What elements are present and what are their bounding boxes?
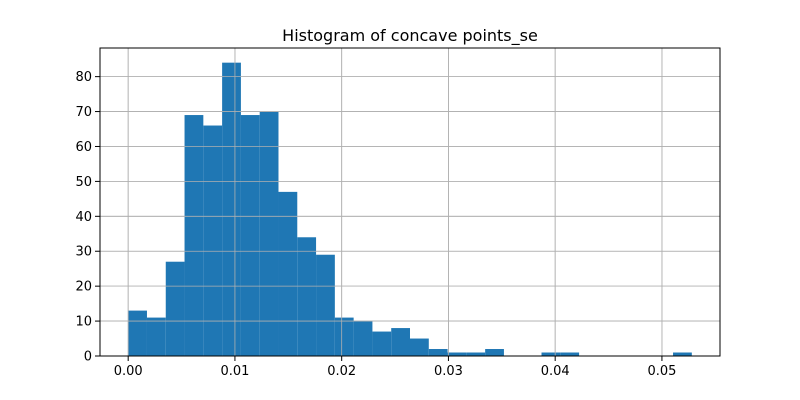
histogram-bar bbox=[165, 261, 185, 356]
x-tick-label: 0.04 bbox=[541, 364, 570, 379]
y-tick-label: 10 bbox=[75, 315, 92, 330]
histogram-bar bbox=[410, 338, 429, 356]
histogram-bar bbox=[222, 62, 241, 357]
histogram-bar bbox=[447, 352, 467, 356]
x-tick-label: 0.01 bbox=[220, 364, 249, 379]
histogram-bar bbox=[353, 321, 373, 356]
histogram-bars bbox=[100, 48, 720, 357]
axes-frame bbox=[99, 47, 721, 357]
x-tick-label: 0.00 bbox=[114, 364, 143, 379]
x-tick-label: 0.02 bbox=[327, 364, 356, 379]
y-tick-label: 50 bbox=[75, 175, 92, 190]
histogram-bar bbox=[485, 349, 504, 356]
y-tick-label: 30 bbox=[75, 245, 92, 260]
histogram-bar bbox=[466, 352, 486, 356]
histogram-bar bbox=[146, 317, 166, 356]
y-tick-label: 70 bbox=[75, 105, 92, 120]
histogram-bar bbox=[334, 317, 354, 356]
x-tick-label: 0.03 bbox=[434, 364, 463, 379]
histogram-bar bbox=[203, 125, 223, 357]
x-axis-ticks: 0.00 0.01 0.02 0.03 0.04 0.05 bbox=[114, 356, 676, 379]
y-tick-label: 80 bbox=[75, 70, 92, 85]
chart-title: Histogram of concave points_se bbox=[282, 26, 538, 46]
histogram-bar bbox=[541, 352, 561, 356]
y-axis-ticks: 0 10 20 30 40 50 60 70 80 bbox=[75, 70, 100, 365]
y-tick-label: 60 bbox=[75, 140, 92, 155]
histogram-bar bbox=[391, 328, 410, 356]
histogram-bar bbox=[278, 191, 298, 356]
y-tick-label: 0 bbox=[84, 350, 92, 365]
histogram-bar bbox=[259, 111, 279, 356]
x-tick-label: 0.05 bbox=[647, 364, 676, 379]
histogram-bar bbox=[297, 237, 317, 356]
histogram-bar bbox=[560, 352, 580, 356]
histogram-bar bbox=[184, 115, 204, 356]
y-tick-label: 20 bbox=[75, 280, 92, 295]
histogram-bar bbox=[372, 331, 392, 356]
histogram-bar bbox=[316, 254, 335, 356]
y-tick-label: 40 bbox=[75, 210, 92, 225]
histogram-bar bbox=[128, 310, 147, 356]
histogram-bar bbox=[428, 349, 448, 356]
histogram-bar bbox=[240, 115, 260, 356]
histogram-bar bbox=[673, 352, 692, 356]
